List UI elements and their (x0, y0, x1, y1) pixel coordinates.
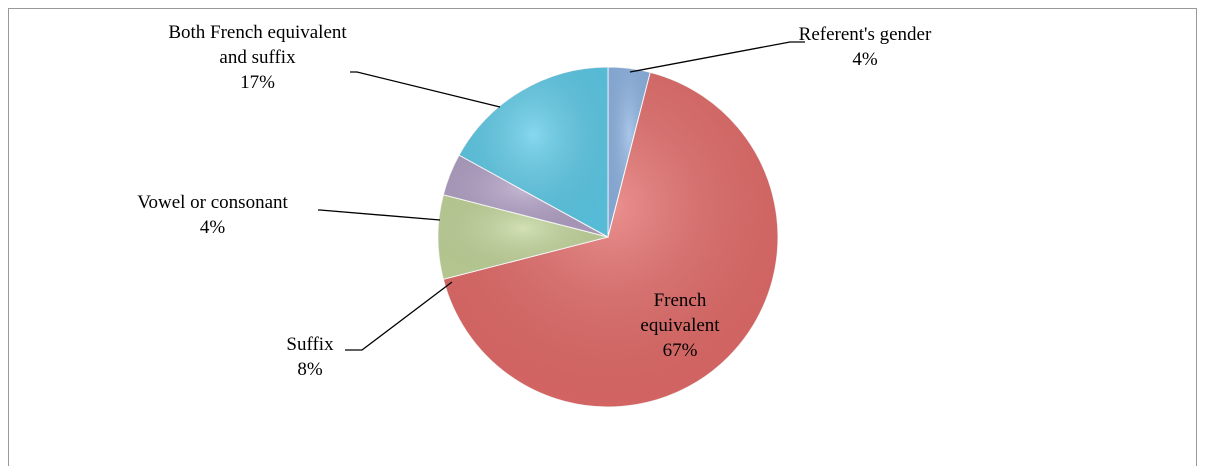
leader-line (629, 41, 805, 73)
slice-label: Suffix 8% (260, 332, 360, 382)
category-label: French equivalent (640, 290, 720, 336)
slice-label: Referent's gender 4% (790, 22, 940, 72)
slice-label: French equivalent 67% (620, 288, 740, 363)
category-label: Both French equivalent and suffix (168, 22, 347, 68)
value-label: 4% (852, 49, 878, 70)
slice-shade (443, 72, 779, 408)
leader-line (318, 209, 441, 221)
value-label: 67% (662, 340, 698, 361)
frame (8, 8, 1197, 466)
slice-shade (438, 194, 608, 280)
value-label: 8% (297, 359, 323, 380)
slice-label: Vowel or consonant 4% (100, 190, 325, 240)
leader-line (350, 71, 501, 108)
category-label: Suffix (286, 334, 334, 355)
category-label: Vowel or consonant (137, 192, 288, 213)
slice-shade (459, 66, 608, 237)
slice-shade (443, 155, 608, 237)
value-label: 17% (240, 72, 275, 93)
value-label: 4% (199, 217, 226, 238)
slice-label: Both French equivalent and suffix 17% (165, 20, 350, 95)
category-label: Referent's gender (798, 24, 932, 45)
leader-line (345, 281, 453, 351)
